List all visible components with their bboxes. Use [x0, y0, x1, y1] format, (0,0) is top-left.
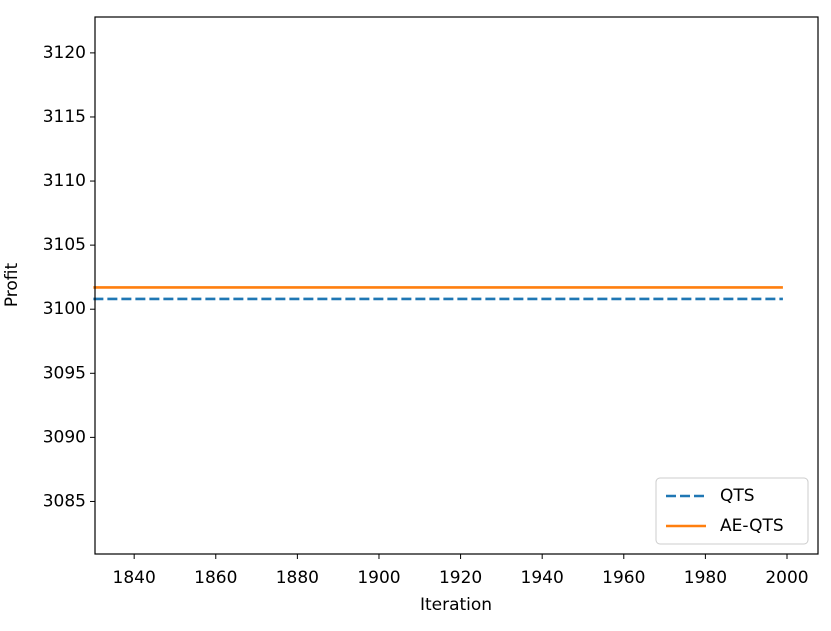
x-tick-label: 1980	[684, 568, 727, 588]
y-tick-label: 3085	[43, 491, 86, 511]
y-axis-label: Profit	[2, 262, 22, 307]
x-tick-label: 1940	[521, 568, 564, 588]
legend-label: AE-QTS	[720, 516, 784, 536]
x-tick-label: 1880	[276, 568, 319, 588]
x-tick-label: 1960	[602, 568, 645, 588]
x-tick-label: 1920	[439, 568, 482, 588]
y-tick-label: 3110	[43, 171, 86, 191]
y-tick-label: 3100	[43, 299, 86, 319]
y-tick-label: 3095	[43, 363, 86, 383]
plot-frame	[94, 16, 819, 555]
y-tick-label: 3105	[43, 235, 86, 255]
x-axis-label: Iteration	[420, 595, 492, 615]
legend-box	[655, 477, 809, 545]
y-tick-label: 3115	[43, 107, 86, 127]
x-tick-label: 2000	[765, 568, 808, 588]
x-tick-label: 1900	[357, 568, 400, 588]
x-tick-label: 1840	[113, 568, 156, 588]
y-tick-label: 3090	[43, 427, 86, 447]
legend-label: QTS	[720, 486, 755, 506]
x-tick-label: 1860	[194, 568, 237, 588]
y-tick-label: 3120	[43, 43, 86, 63]
